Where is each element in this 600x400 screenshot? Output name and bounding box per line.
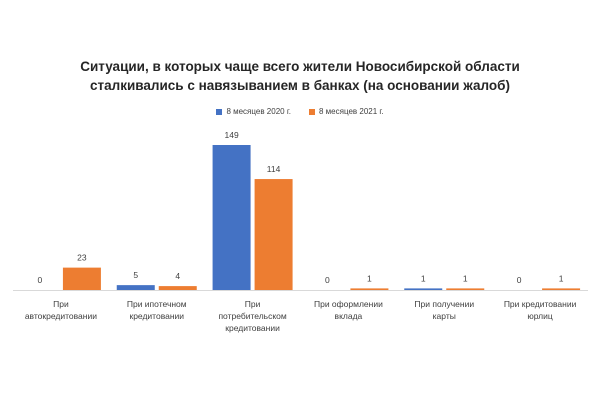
category-label-0-line-1: автокредитовании [24, 311, 97, 321]
data-label-s0-c2: 149 [224, 130, 238, 140]
data-label-s0-c3: 0 [325, 275, 330, 285]
bar-s0-c2 [212, 145, 251, 290]
category-label-5-line-1: юрлиц [527, 311, 553, 321]
category-label-0: При автокредитовании [13, 298, 108, 322]
data-label-s1-c1: 4 [175, 271, 180, 281]
legend: 8 месяцев 2020 г. 8 месяцев 2021 г. [0, 107, 600, 116]
bar-s0-c4 [404, 288, 443, 290]
legend-item-2020: 8 месяцев 2020 г. [216, 107, 291, 116]
data-label-s0-c4: 1 [421, 273, 426, 283]
data-label-s1-c5: 1 [559, 273, 564, 283]
category-label-5: При кредитовании юрлиц [493, 298, 588, 322]
category-label-2-line-1: потребительском [218, 311, 287, 321]
bar-s1-c0 [62, 267, 101, 290]
legend-item-2021: 8 месяцев 2021 г. [309, 107, 384, 116]
data-label-s1-c0: 23 [77, 253, 87, 263]
data-label-s1-c4: 1 [463, 273, 468, 283]
category-label-2-line-0: При [244, 299, 261, 309]
bar-s1-c5 [542, 288, 581, 290]
category-label-1-line-0: При ипотечном [126, 299, 187, 309]
bar-s1-c4 [446, 288, 485, 290]
category-label-3: При оформлении вклада [301, 298, 396, 322]
category-label-0-line-0: При [53, 299, 69, 309]
category-label-1: При ипотечном кредитовании [109, 298, 204, 322]
category-label-2: При потребительском кредитовании [205, 298, 300, 334]
category-label-4-line-1: карты [432, 311, 456, 321]
data-label-s0-c5: 0 [517, 275, 522, 285]
category-label-5-line-0: При кредитовании [503, 299, 577, 309]
chart-title: Ситуации, в которых чаще всего жители Но… [0, 57, 600, 95]
legend-swatch-2021 [309, 108, 315, 115]
legend-label-2020: 8 месяцев 2020 г. [226, 107, 291, 116]
category-label-3-line-1: вклада [334, 311, 363, 321]
data-label-s1-c3: 1 [367, 273, 372, 283]
category-label-3-line-0: При оформлении [313, 299, 383, 309]
legend-label-2021: 8 месяцев 2021 г. [319, 107, 384, 116]
chart-title-line-1: Ситуации, в которых чаще всего жители Но… [80, 59, 520, 74]
category-label-4: При получении карты [397, 298, 492, 322]
data-label-s0-c0: 0 [38, 275, 43, 285]
data-label-s0-c1: 5 [133, 270, 138, 280]
category-label-2-line-2: кредитовании [225, 323, 280, 333]
bar-s1-c2 [254, 179, 293, 290]
chart-title-line-2: сталкивались с навязыванием в банках (на… [90, 78, 510, 93]
legend-swatch-2020 [216, 108, 223, 115]
bar-s1-c3 [350, 288, 389, 290]
bar-s0-c1 [116, 285, 155, 290]
bar-s1-c1 [158, 286, 197, 290]
data-label-s1-c2: 114 [267, 164, 281, 174]
category-label-1-line-1: кредитовании [129, 311, 185, 321]
category-label-4-line-0: При получении [414, 299, 475, 309]
